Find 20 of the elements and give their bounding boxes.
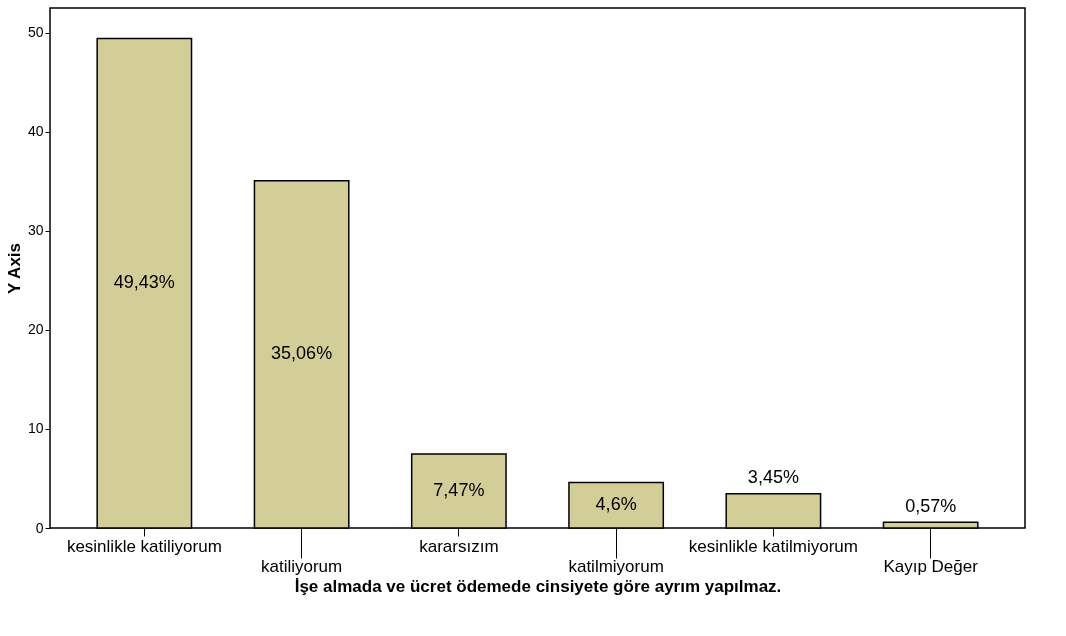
data-label: 7,47%	[433, 480, 485, 501]
y-tick-label: 50	[27, 24, 44, 41]
x-tick-label: kesinlikle katilmiyorum	[688, 536, 858, 556]
x-axis-title: İşe almada ve ücret ödemede cinsiyete göre ayrım yapılmaz.	[294, 576, 782, 596]
x-tick-label: kesinlikle katiliyorum	[66, 536, 222, 556]
data-label: 4,6%	[595, 494, 637, 515]
y-tick-label: 10	[27, 420, 44, 437]
y-axis-title: Y Axis	[4, 242, 24, 295]
y-tick-label: 30	[27, 222, 44, 239]
data-label: 0,57%	[905, 495, 957, 516]
x-tick-label: katiliyorum	[260, 556, 343, 576]
y-tick-label: 40	[27, 123, 44, 140]
y-tick-label: 20	[27, 321, 44, 338]
data-label: 3,45%	[747, 467, 799, 488]
data-label: 49,43%	[113, 272, 175, 293]
x-tick-label: kararsızım	[419, 536, 499, 556]
y-tick-label: 0	[35, 519, 44, 536]
x-tick-label: Kayıp Değer	[883, 556, 979, 576]
data-label: 35,06%	[271, 343, 333, 364]
x-tick-label: katilmiyorum	[568, 556, 664, 576]
